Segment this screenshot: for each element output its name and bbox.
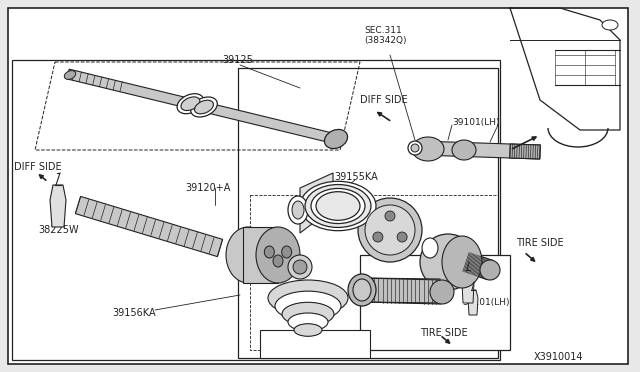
- Ellipse shape: [305, 185, 371, 227]
- Ellipse shape: [181, 97, 200, 110]
- Ellipse shape: [324, 129, 348, 148]
- Ellipse shape: [293, 260, 307, 274]
- Bar: [12, 60, 500, 360]
- Text: DIFF SIDE: DIFF SIDE: [14, 162, 61, 172]
- Ellipse shape: [275, 291, 341, 321]
- Text: X3910014: X3910014: [534, 352, 584, 362]
- Ellipse shape: [411, 144, 419, 152]
- Ellipse shape: [264, 246, 275, 258]
- Ellipse shape: [480, 260, 500, 280]
- Ellipse shape: [288, 255, 312, 279]
- Ellipse shape: [273, 255, 283, 267]
- Ellipse shape: [412, 137, 444, 161]
- Ellipse shape: [292, 201, 304, 219]
- Bar: [250, 195, 498, 350]
- Text: 39155KA: 39155KA: [334, 172, 378, 182]
- Ellipse shape: [300, 181, 376, 231]
- Ellipse shape: [191, 97, 218, 117]
- Ellipse shape: [420, 234, 476, 290]
- Ellipse shape: [397, 232, 407, 242]
- Ellipse shape: [64, 71, 76, 79]
- Polygon shape: [76, 196, 223, 257]
- Ellipse shape: [311, 189, 365, 224]
- Ellipse shape: [430, 280, 454, 304]
- Ellipse shape: [268, 280, 348, 316]
- Ellipse shape: [282, 302, 334, 326]
- Ellipse shape: [385, 211, 395, 221]
- Polygon shape: [463, 253, 493, 279]
- Text: (38342Q): (38342Q): [364, 36, 406, 45]
- Ellipse shape: [373, 232, 383, 242]
- Polygon shape: [462, 270, 474, 303]
- Ellipse shape: [365, 205, 415, 255]
- Ellipse shape: [348, 274, 376, 306]
- Ellipse shape: [282, 246, 292, 258]
- Text: 39101(LH): 39101(LH): [462, 298, 509, 307]
- Polygon shape: [50, 185, 66, 227]
- Text: SEC.311: SEC.311: [364, 26, 402, 35]
- Ellipse shape: [358, 198, 422, 262]
- Bar: [360, 255, 510, 350]
- Ellipse shape: [177, 94, 204, 114]
- Bar: [260, 330, 370, 358]
- Polygon shape: [510, 144, 540, 159]
- Text: TIRE SIDE: TIRE SIDE: [516, 238, 564, 248]
- Ellipse shape: [316, 192, 360, 220]
- Text: 39156KA: 39156KA: [112, 308, 156, 318]
- Text: TIRE SIDE: TIRE SIDE: [420, 328, 468, 338]
- Text: 38225W: 38225W: [38, 225, 79, 235]
- Ellipse shape: [288, 196, 308, 224]
- Text: DIFF SIDE: DIFF SIDE: [360, 95, 408, 105]
- Ellipse shape: [422, 238, 438, 258]
- Polygon shape: [468, 290, 478, 315]
- Polygon shape: [67, 69, 341, 145]
- Ellipse shape: [353, 279, 371, 301]
- Polygon shape: [300, 173, 333, 233]
- Text: 39125: 39125: [222, 55, 253, 65]
- Ellipse shape: [195, 100, 214, 114]
- Text: 39101(LH): 39101(LH): [452, 118, 499, 127]
- Ellipse shape: [602, 20, 618, 30]
- Text: 39120+A: 39120+A: [185, 183, 230, 193]
- Polygon shape: [243, 227, 278, 283]
- Ellipse shape: [288, 313, 328, 331]
- Ellipse shape: [442, 236, 482, 288]
- Ellipse shape: [294, 324, 322, 336]
- Polygon shape: [420, 141, 540, 159]
- Ellipse shape: [340, 195, 356, 217]
- Polygon shape: [362, 278, 440, 304]
- Ellipse shape: [256, 227, 300, 283]
- Ellipse shape: [408, 141, 422, 155]
- Bar: [238, 68, 498, 358]
- Ellipse shape: [452, 140, 476, 160]
- Ellipse shape: [226, 227, 270, 283]
